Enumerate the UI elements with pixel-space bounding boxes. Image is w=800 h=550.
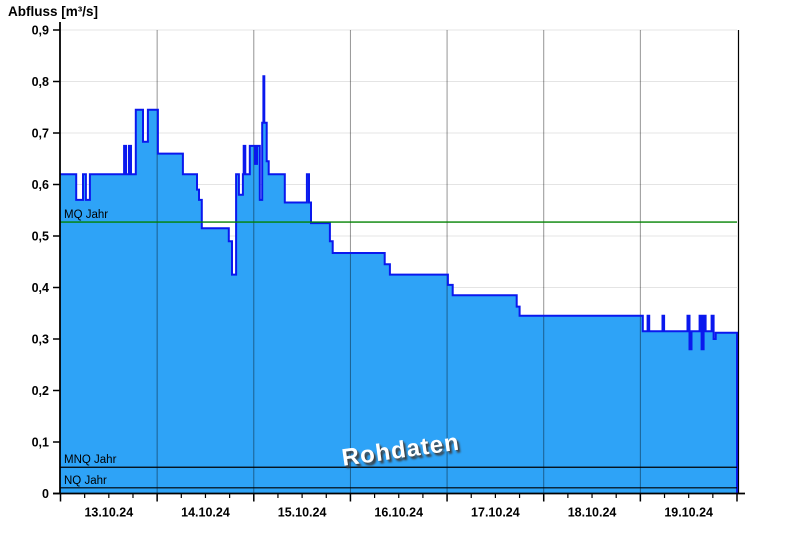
mnq-jahr-label: MNQ Jahr xyxy=(64,454,117,466)
x-date-label: 15.10.24 xyxy=(278,506,327,520)
x-date-label: 17.10.24 xyxy=(471,506,520,520)
x-date-label: 13.10.24 xyxy=(84,506,133,520)
y-tick-label: 0,3 xyxy=(32,333,49,347)
y-tick-label: 0,7 xyxy=(32,127,49,141)
x-date-label: 18.10.24 xyxy=(568,506,617,520)
y-tick-label: 0,1 xyxy=(32,436,49,450)
y-tick-label: 0,6 xyxy=(32,178,49,192)
chart-title: Abfluss [m³/s] xyxy=(8,4,99,19)
x-date-label: 16.10.24 xyxy=(374,506,423,520)
y-tick-label: 0,9 xyxy=(32,24,49,38)
y-tick-label: 0,2 xyxy=(32,384,49,398)
discharge-area xyxy=(60,76,737,494)
x-date-label: 19.10.24 xyxy=(664,506,713,520)
x-date-label: 14.10.24 xyxy=(181,506,230,520)
y-tick-label: 0,4 xyxy=(32,281,49,295)
y-tick-label: 0 xyxy=(42,487,49,501)
nq-jahr-label: NQ Jahr xyxy=(64,475,107,487)
y-tick-label: 0,5 xyxy=(32,230,49,244)
y-tick-label: 0,8 xyxy=(32,75,49,89)
discharge-line xyxy=(60,75,738,494)
mq-jahr-label: MQ Jahr xyxy=(64,209,108,221)
